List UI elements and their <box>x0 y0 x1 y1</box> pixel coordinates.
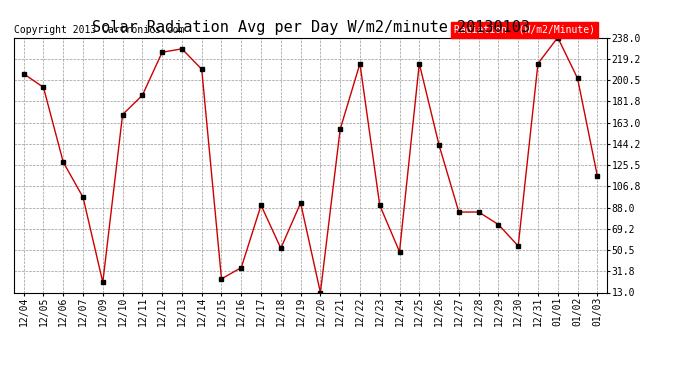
Text: Copyright 2013 Cartronics.com: Copyright 2013 Cartronics.com <box>14 25 184 35</box>
Text: Radiation  (W/m2/Minute): Radiation (W/m2/Minute) <box>454 25 595 35</box>
Title: Solar Radiation Avg per Day W/m2/minute 20130103: Solar Radiation Avg per Day W/m2/minute … <box>92 20 529 35</box>
